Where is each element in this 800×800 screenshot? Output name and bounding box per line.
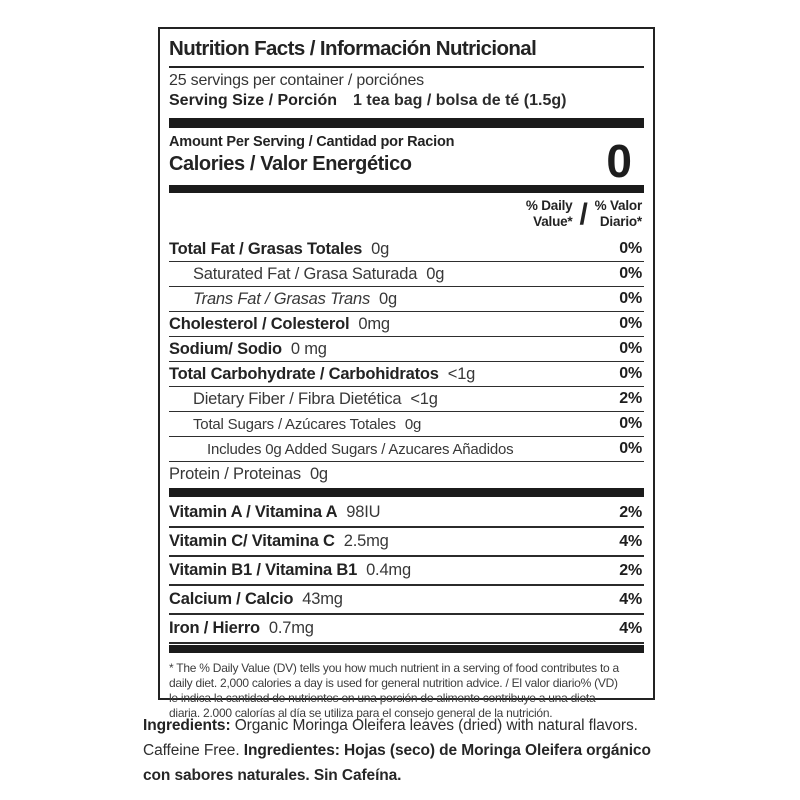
- thick-bar-footnote: [169, 645, 644, 654]
- vitamin-name: Iron / Hierro: [169, 619, 260, 638]
- label-title: Nutrition Facts / Información Nutriciona…: [169, 37, 537, 60]
- ingredients-label-en: Ingredients:: [143, 717, 231, 734]
- vitamin-name: Vitamin C/ Vitamina C: [169, 532, 335, 551]
- vitamin-amount: 2.5mg: [343, 532, 389, 551]
- amount-per-serving: Amount Per Serving / Cantidad por Racion: [169, 134, 455, 150]
- calories-value: 0: [606, 135, 632, 188]
- serving-size-label: Serving Size / Porción: [169, 92, 338, 109]
- nutrient-amount: <1g: [447, 364, 476, 383]
- daily-value-percent: 0%: [619, 415, 642, 433]
- vitamin-amount: 0.4mg: [366, 561, 411, 580]
- daily-value-header-en: % Daily Value*: [525, 198, 573, 230]
- nutrient-row-total-fat: Total Fat / Grasas Totales 0g 0%: [169, 237, 644, 263]
- nutrient-name: Saturated Fat / Grasa Saturada: [193, 264, 418, 283]
- nutrient-amount: 0mg: [358, 314, 390, 333]
- daily-value-percent: 0%: [619, 440, 642, 458]
- nutrient-amount: 0g: [379, 289, 397, 308]
- nutrient-row-total-sugars: Total Sugars / Azúcares Totales 0g 0%: [169, 412, 644, 438]
- daily-value-percent: 0%: [619, 365, 642, 383]
- nutrient-row-saturated-fat: Saturated Fat / Grasa Saturada 0g 0%: [169, 262, 644, 288]
- nutrient-name: Cholesterol / Colesterol: [169, 314, 350, 333]
- nutrient-name: Total Fat / Grasas Totales: [169, 239, 363, 258]
- nutrient-name: Total Carbohydrate / Carbohidratos: [169, 364, 439, 383]
- nutrient-amount: 0g: [426, 264, 445, 283]
- calories-section: Amount Per Serving / Cantidad por Racion…: [169, 132, 644, 188]
- nutrient-row-sodium: Sodium/ Sodio 0 mg 0%: [169, 337, 644, 363]
- nutrient-name: Sodium/ Sodio: [169, 339, 282, 358]
- daily-value-percent: 4%: [619, 590, 642, 608]
- daily-value-percent: 0%: [619, 265, 642, 283]
- daily-value-footnote: * The % Daily Value (DV) tells you how m…: [169, 661, 619, 720]
- vitamin-row-iron: Iron / Hierro 0.7mg 4%: [169, 615, 644, 645]
- nutrient-row-trans-fat: Trans Fat / Grasas Trans 0g 0%: [169, 287, 644, 313]
- thick-bar-top: [169, 118, 644, 128]
- serving-size-value: 1 tea bag / bolsa de té (1.5g): [353, 92, 567, 109]
- vitamin-row-vitamin-a: Vitamin A / Vitamina A 98IU 2%: [169, 499, 644, 529]
- ingredients-section: Ingredients: Organic Moringa Oleifera le…: [143, 713, 703, 788]
- daily-value-percent: 4%: [619, 619, 642, 637]
- vitamin-amount: 0.7mg: [268, 619, 314, 638]
- nutrient-name: Dietary Fiber / Fibra Dietética: [193, 389, 402, 408]
- calories-label: Calories / Valor Energético: [169, 153, 412, 175]
- vitamin-name: Calcium / Calcio: [169, 590, 294, 609]
- ingredients-label-es: Ingredientes:: [243, 742, 340, 760]
- ingredients-line-2: Caffeine Free. Ingredientes: Hojas (seco…: [143, 742, 651, 760]
- daily-value-header: % Daily Value* / % Valor Diario*: [169, 193, 644, 237]
- ingredients-line-1: Ingredients: Organic Moringa Oleifera le…: [143, 717, 638, 734]
- nutrient-name: Total Sugars / Azúcares Totales: [193, 415, 396, 433]
- nutrient-name: Includes 0g Added Sugars / Azucares Añad…: [207, 440, 514, 458]
- title-divider: [169, 66, 644, 68]
- daily-value-percent: 2%: [619, 390, 642, 408]
- daily-value-percent: 0%: [619, 240, 642, 258]
- serving-size-row: Serving Size / Porción 1 tea bag / bolsa …: [169, 91, 644, 116]
- vitamin-amount: 98IU: [346, 503, 381, 522]
- thick-bar-protein: [169, 488, 644, 498]
- nutrient-row-total-carbohydrate: Total Carbohydrate / Carbohidratos <1g 0%: [169, 362, 644, 388]
- daily-value-percent: 0%: [619, 290, 642, 308]
- nutrient-row-protein: Protein / Proteinas 0g: [169, 462, 644, 486]
- vitamin-amount: 43mg: [302, 590, 343, 609]
- nutrient-row-dietary-fiber: Dietary Fiber / Fibra Dietética <1g 2%: [169, 387, 644, 413]
- ingredients-line-3: con sabores naturales. Sin Cafeína.: [143, 767, 402, 785]
- thick-bar-calories: [169, 185, 644, 193]
- nutrient-name: Protein / Proteinas: [169, 464, 301, 483]
- nutrient-row-cholesterol: Cholesterol / Colesterol 0mg 0%: [169, 312, 644, 338]
- daily-value-percent: 2%: [619, 503, 642, 521]
- nutrient-amount: 0 mg: [290, 339, 327, 358]
- nutrient-name: Trans Fat / Grasas Trans: [193, 289, 371, 308]
- vitamin-row-vitamin-c: Vitamin C/ Vitamina C 2.5mg 4%: [169, 528, 644, 558]
- vitamin-name: Vitamin A / Vitamina A: [169, 503, 338, 522]
- daily-value-percent: 2%: [619, 561, 642, 579]
- nutrient-amount: 0g: [309, 464, 328, 483]
- nutrient-row-added-sugars: Includes 0g Added Sugars / Azucares Añad…: [169, 437, 644, 463]
- nutrient-amount: 0g: [404, 415, 422, 433]
- daily-value-percent: 0%: [619, 315, 642, 333]
- servings-per-container: 25 servings per container / porciónes: [169, 72, 424, 89]
- nutrition-facts-panel: Nutrition Facts / Información Nutriciona…: [158, 27, 655, 720]
- daily-value-percent: 4%: [619, 532, 642, 550]
- vitamin-row-vitamin-b1: Vitamin B1 / Vitamina B1 0.4mg 2%: [169, 557, 644, 587]
- vitamin-name: Vitamin B1 / Vitamina B1: [169, 561, 358, 580]
- vitamin-row-calcium: Calcium / Calcio 43mg 4%: [169, 586, 644, 616]
- nutrient-amount: 0g: [371, 239, 390, 258]
- slash-separator: /: [579, 197, 588, 231]
- daily-value-header-es: % Valor Diario*: [594, 198, 643, 230]
- daily-value-percent: 0%: [619, 340, 642, 358]
- nutrient-amount: <1g: [410, 389, 438, 408]
